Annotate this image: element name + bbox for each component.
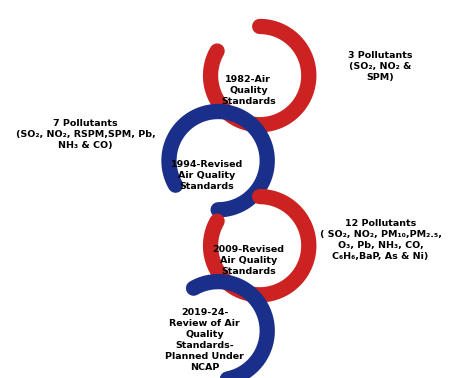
Text: 1994-Revised
Air Quality
Standards: 1994-Revised Air Quality Standards — [171, 160, 243, 191]
Text: 2019-24-
Review of Air
Quality
Standards-
Planned Under
NCAP: 2019-24- Review of Air Quality Standards… — [165, 308, 244, 372]
Text: 7 Pollutants
(SO₂, NO₂, RSPM,SPM, Pb,
NH₃ & CO): 7 Pollutants (SO₂, NO₂, RSPM,SPM, Pb, NH… — [16, 119, 155, 150]
Text: 12 Pollutants
( SO₂, NO₂, PM₁₀,PM₂.₅,
O₃, Pb, NH₃, CO,
C₆H₆,BaP, As & Ni): 12 Pollutants ( SO₂, NO₂, PM₁₀,PM₂.₅, O₃… — [319, 219, 442, 261]
Text: 2009-Revised
Air Quality
Standards: 2009-Revised Air Quality Standards — [212, 245, 284, 276]
Text: 3 Pollutants
(SO₂, NO₂ &
SPM): 3 Pollutants (SO₂, NO₂ & SPM) — [348, 51, 413, 82]
Text: 1982-Air
Quality
Standards: 1982-Air Quality Standards — [221, 75, 276, 106]
